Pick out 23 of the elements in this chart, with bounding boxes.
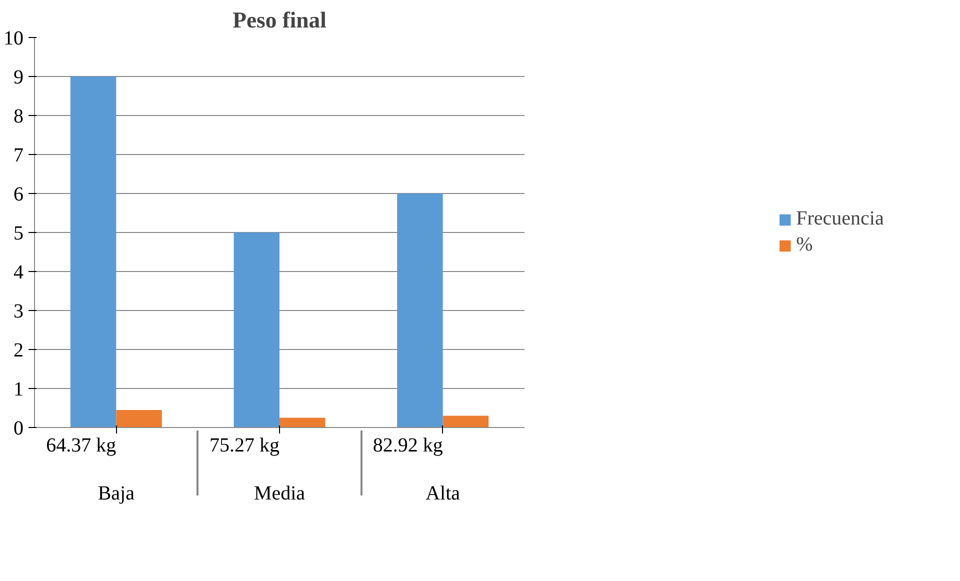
category-label: 64.37 kg Baja xyxy=(46,434,134,504)
bar xyxy=(442,416,489,428)
y-tick-label: 9 xyxy=(14,66,24,88)
y-tick-label: 10 xyxy=(4,28,24,50)
bar xyxy=(397,194,443,428)
y-tick-label: 0 xyxy=(14,418,24,440)
legend-label: % xyxy=(796,234,814,256)
y-tick-label: 7 xyxy=(14,144,24,166)
y-tick-label: 6 xyxy=(14,184,24,206)
y-tick-label: 4 xyxy=(14,262,24,284)
category-label: 82.92 kg Alta xyxy=(372,434,460,504)
category-label: 75.27 kg Media xyxy=(210,434,306,504)
bar xyxy=(116,410,162,428)
bar xyxy=(70,76,116,428)
y-tick-label: 3 xyxy=(14,300,24,322)
y-tick-label: 5 xyxy=(14,222,24,244)
chart-title: Peso final xyxy=(232,8,326,32)
bar xyxy=(234,232,280,428)
legend-label: Frecuencia xyxy=(796,208,884,230)
y-tick-label: 2 xyxy=(14,340,24,362)
bar xyxy=(280,418,326,428)
y-tick-label: 1 xyxy=(14,378,24,400)
y-tick-label: 8 xyxy=(14,106,24,128)
